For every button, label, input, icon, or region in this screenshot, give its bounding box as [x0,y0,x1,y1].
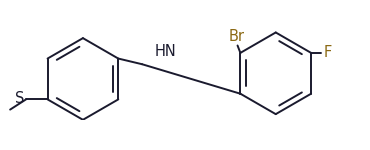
Text: Br: Br [228,29,245,44]
Text: S: S [15,91,24,106]
Text: HN: HN [155,44,177,59]
Text: F: F [324,45,332,60]
